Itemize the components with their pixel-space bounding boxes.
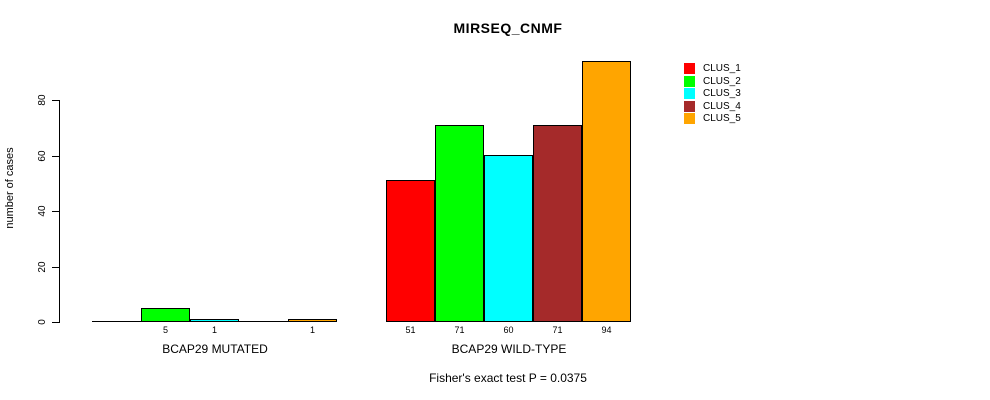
chart-title: MIRSEQ_CNMF — [453, 20, 563, 36]
bar-clus_1 — [386, 180, 435, 322]
bar-clus_4-zero — [239, 321, 288, 322]
y-tick — [52, 322, 59, 323]
y-tick — [52, 267, 59, 268]
bar-value-label: 51 — [405, 325, 416, 335]
bar-value-label: 94 — [601, 325, 612, 335]
legend-label-clus_3: CLUS_3 — [703, 88, 741, 99]
legend-swatch-clus_1 — [684, 63, 695, 74]
bar-clus_3 — [190, 319, 239, 322]
y-tick-label: 60 — [37, 150, 48, 162]
bar-value-label: 71 — [454, 325, 465, 335]
x-axis-group-label: BCAP29 MUTATED — [162, 342, 268, 356]
legend-label-clus_2: CLUS_2 — [703, 76, 741, 87]
annotation-text: Fisher's exact test P = 0.0375 — [429, 371, 587, 385]
bar-clus_1-zero — [92, 321, 141, 322]
y-tick — [52, 156, 59, 157]
bar-value-label: 1 — [211, 325, 217, 335]
bar-value-label: 1 — [309, 325, 315, 335]
y-tick-label: 80 — [37, 94, 48, 106]
bar-value-label: 71 — [552, 325, 563, 335]
y-axis-label: number of cases — [4, 147, 16, 229]
legend-label-clus_5: CLUS_5 — [703, 113, 741, 124]
legend-swatch-clus_5 — [684, 113, 695, 124]
legend-swatch-clus_4 — [684, 101, 695, 112]
x-axis-group-label: BCAP29 WILD-TYPE — [451, 342, 567, 356]
legend-swatch-clus_3 — [684, 88, 695, 99]
bar-clus_2 — [435, 125, 484, 322]
y-tick — [52, 100, 59, 101]
bar-clus_2 — [141, 308, 190, 322]
bar-value-label: 5 — [162, 325, 168, 335]
y-tick-label: 40 — [37, 205, 48, 217]
legend-swatch-clus_2 — [684, 76, 695, 87]
bar-clus_5 — [582, 61, 631, 322]
legend-label-clus_4: CLUS_4 — [703, 101, 741, 112]
bar-clus_4 — [533, 125, 582, 322]
y-axis-line — [59, 100, 60, 323]
y-tick-label: 20 — [37, 261, 48, 273]
bar-clus_3 — [484, 155, 533, 322]
y-tick-label: 0 — [37, 319, 48, 325]
legend-label-clus_1: CLUS_1 — [703, 63, 741, 74]
bar-clus_5 — [288, 319, 337, 322]
bar-value-label: 60 — [503, 325, 514, 335]
y-tick — [52, 211, 59, 212]
